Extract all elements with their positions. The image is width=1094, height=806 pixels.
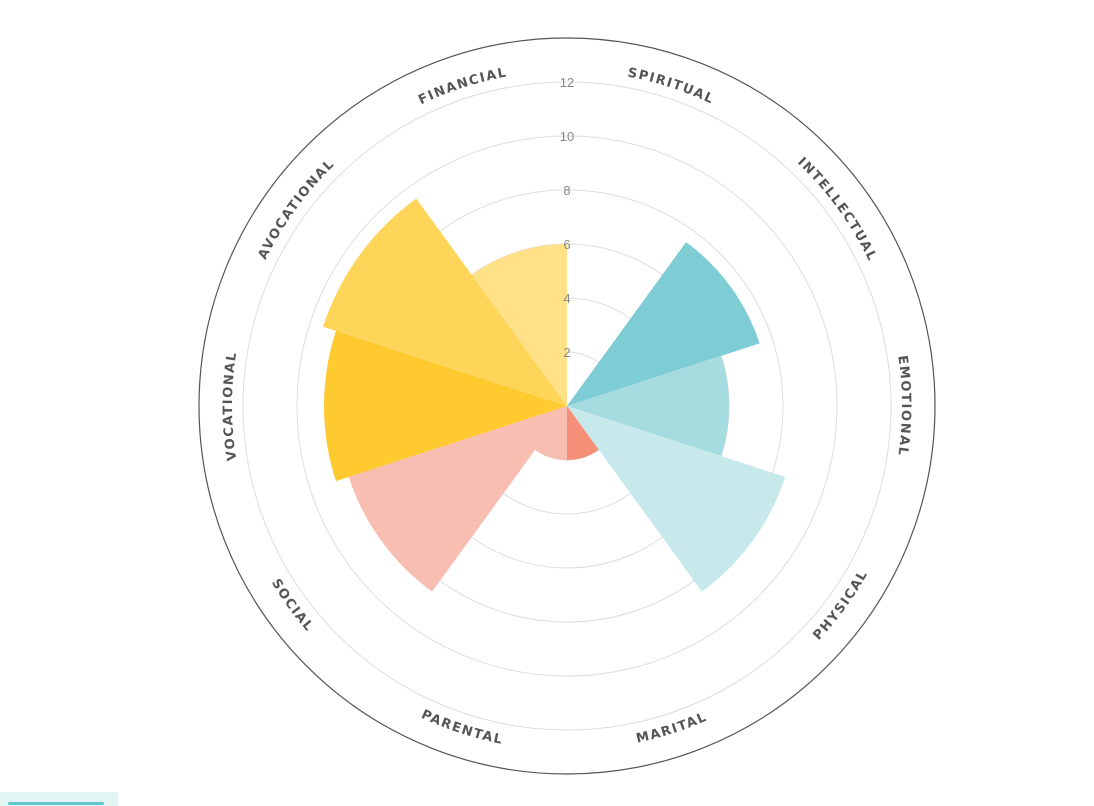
radial-tick-label: 4 [563,291,570,306]
radial-tick-label: 2 [563,345,570,360]
footer-tab-indicator [8,802,104,805]
category-label-avocational: AVOCATIONAL [256,156,338,262]
grid-circle-12 [242,81,892,731]
sector-intellectual[interactable] [567,242,760,406]
sector-physical[interactable] [567,406,786,592]
sector-parental[interactable] [535,406,567,460]
radial-tick-layer: 2 4 6 8 10 12 [560,75,574,360]
footer-tab[interactable] [0,792,118,806]
radial-tick-label: 12 [560,75,574,90]
category-label-emotional: EMOTIONAL [894,354,913,457]
category-label-vocational: VOCATIONAL [221,350,240,461]
sector-vocational[interactable] [323,330,567,482]
radial-tick-label: 8 [563,183,570,198]
sector-financial[interactable] [471,244,567,406]
category-label-parental: PARENTAL [419,707,505,748]
sector-emotional[interactable] [567,355,729,457]
category-label-social: SOCIAL [268,576,316,635]
sector-avocational[interactable] [323,198,567,406]
sector-layer [323,198,786,592]
category-label-marital: MARITAL [635,710,710,747]
grid-circle-10 [296,135,838,677]
category-label-financial: FINANCIAL [416,65,509,108]
radial-tick-label: 10 [560,129,574,144]
sector-social[interactable] [348,406,567,592]
sector-marital[interactable] [567,406,599,460]
outer-ring [198,37,936,775]
category-label-intellectual: INTELLECTUAL [794,155,879,264]
category-label-spiritual: SPIRITUAL [626,66,716,108]
radial-tick-label: 6 [563,237,570,252]
outer-ring-layer [198,37,936,775]
